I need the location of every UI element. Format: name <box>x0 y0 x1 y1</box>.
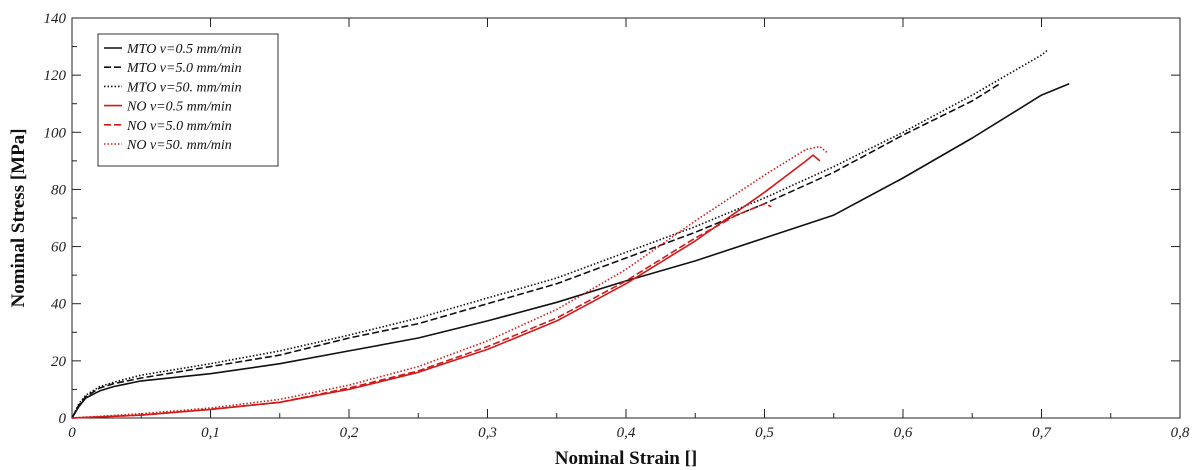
series-line-4 <box>71 154 821 419</box>
series-line-1 <box>71 82 1070 419</box>
legend: MTO v=0.5 mm/min MTO v=5.0 mm/min MTO v=50… <box>97 33 279 167</box>
legend-label: NO v=50. mm/min <box>126 138 232 153</box>
y-tick-label: 40 <box>51 297 67 313</box>
legend-label: MTO v=0.5 mm/min <box>126 42 242 57</box>
y-tick-label: 0 <box>59 411 67 427</box>
y-tick-label: 20 <box>51 354 67 370</box>
axes: 0 0,1 0,2 0,3 0,4 0,5 0,6 0,7 0,8 0 20 40 60 80 100 120… <box>44 11 1190 441</box>
x-axis-title: Nominal Strain [] <box>555 448 698 469</box>
legend-label: MTO v=50. mm/min <box>126 80 242 95</box>
series-line-6 <box>71 145 828 419</box>
y-tick-label: 60 <box>51 240 67 256</box>
y-tick-label: 120 <box>44 68 67 84</box>
x-tick-label: 0,3 <box>478 425 497 441</box>
y-tick-label: 100 <box>44 125 67 141</box>
x-tick-label: 0,8 <box>1171 425 1190 441</box>
x-tick-label: 0,4 <box>617 425 636 441</box>
series-line-2 <box>71 83 1001 419</box>
legend-label: NO v=5.0 mm/min <box>126 119 232 134</box>
legend-label: NO v=0.5 mm/min <box>126 100 232 115</box>
x-tick-label: 0,5 <box>755 425 774 441</box>
x-tick-label: 0,2 <box>340 425 359 441</box>
y-tick-label: 140 <box>44 11 67 27</box>
series-line-3 <box>71 48 1049 419</box>
legend-box <box>97 33 279 167</box>
x-tick-label: 0 <box>68 425 76 441</box>
x-tick-label: 0,1 <box>201 425 220 441</box>
x-tick-label: 0,6 <box>894 425 913 441</box>
y-axis-title: Nominal Stress [MPa] <box>8 128 29 307</box>
series-lines <box>71 48 1070 419</box>
legend-label: MTO v=5.0 mm/min <box>126 61 242 76</box>
series-line-5 <box>71 202 772 419</box>
y-tick-label: 80 <box>51 182 67 198</box>
x-tick-label: 0,7 <box>1032 425 1052 441</box>
